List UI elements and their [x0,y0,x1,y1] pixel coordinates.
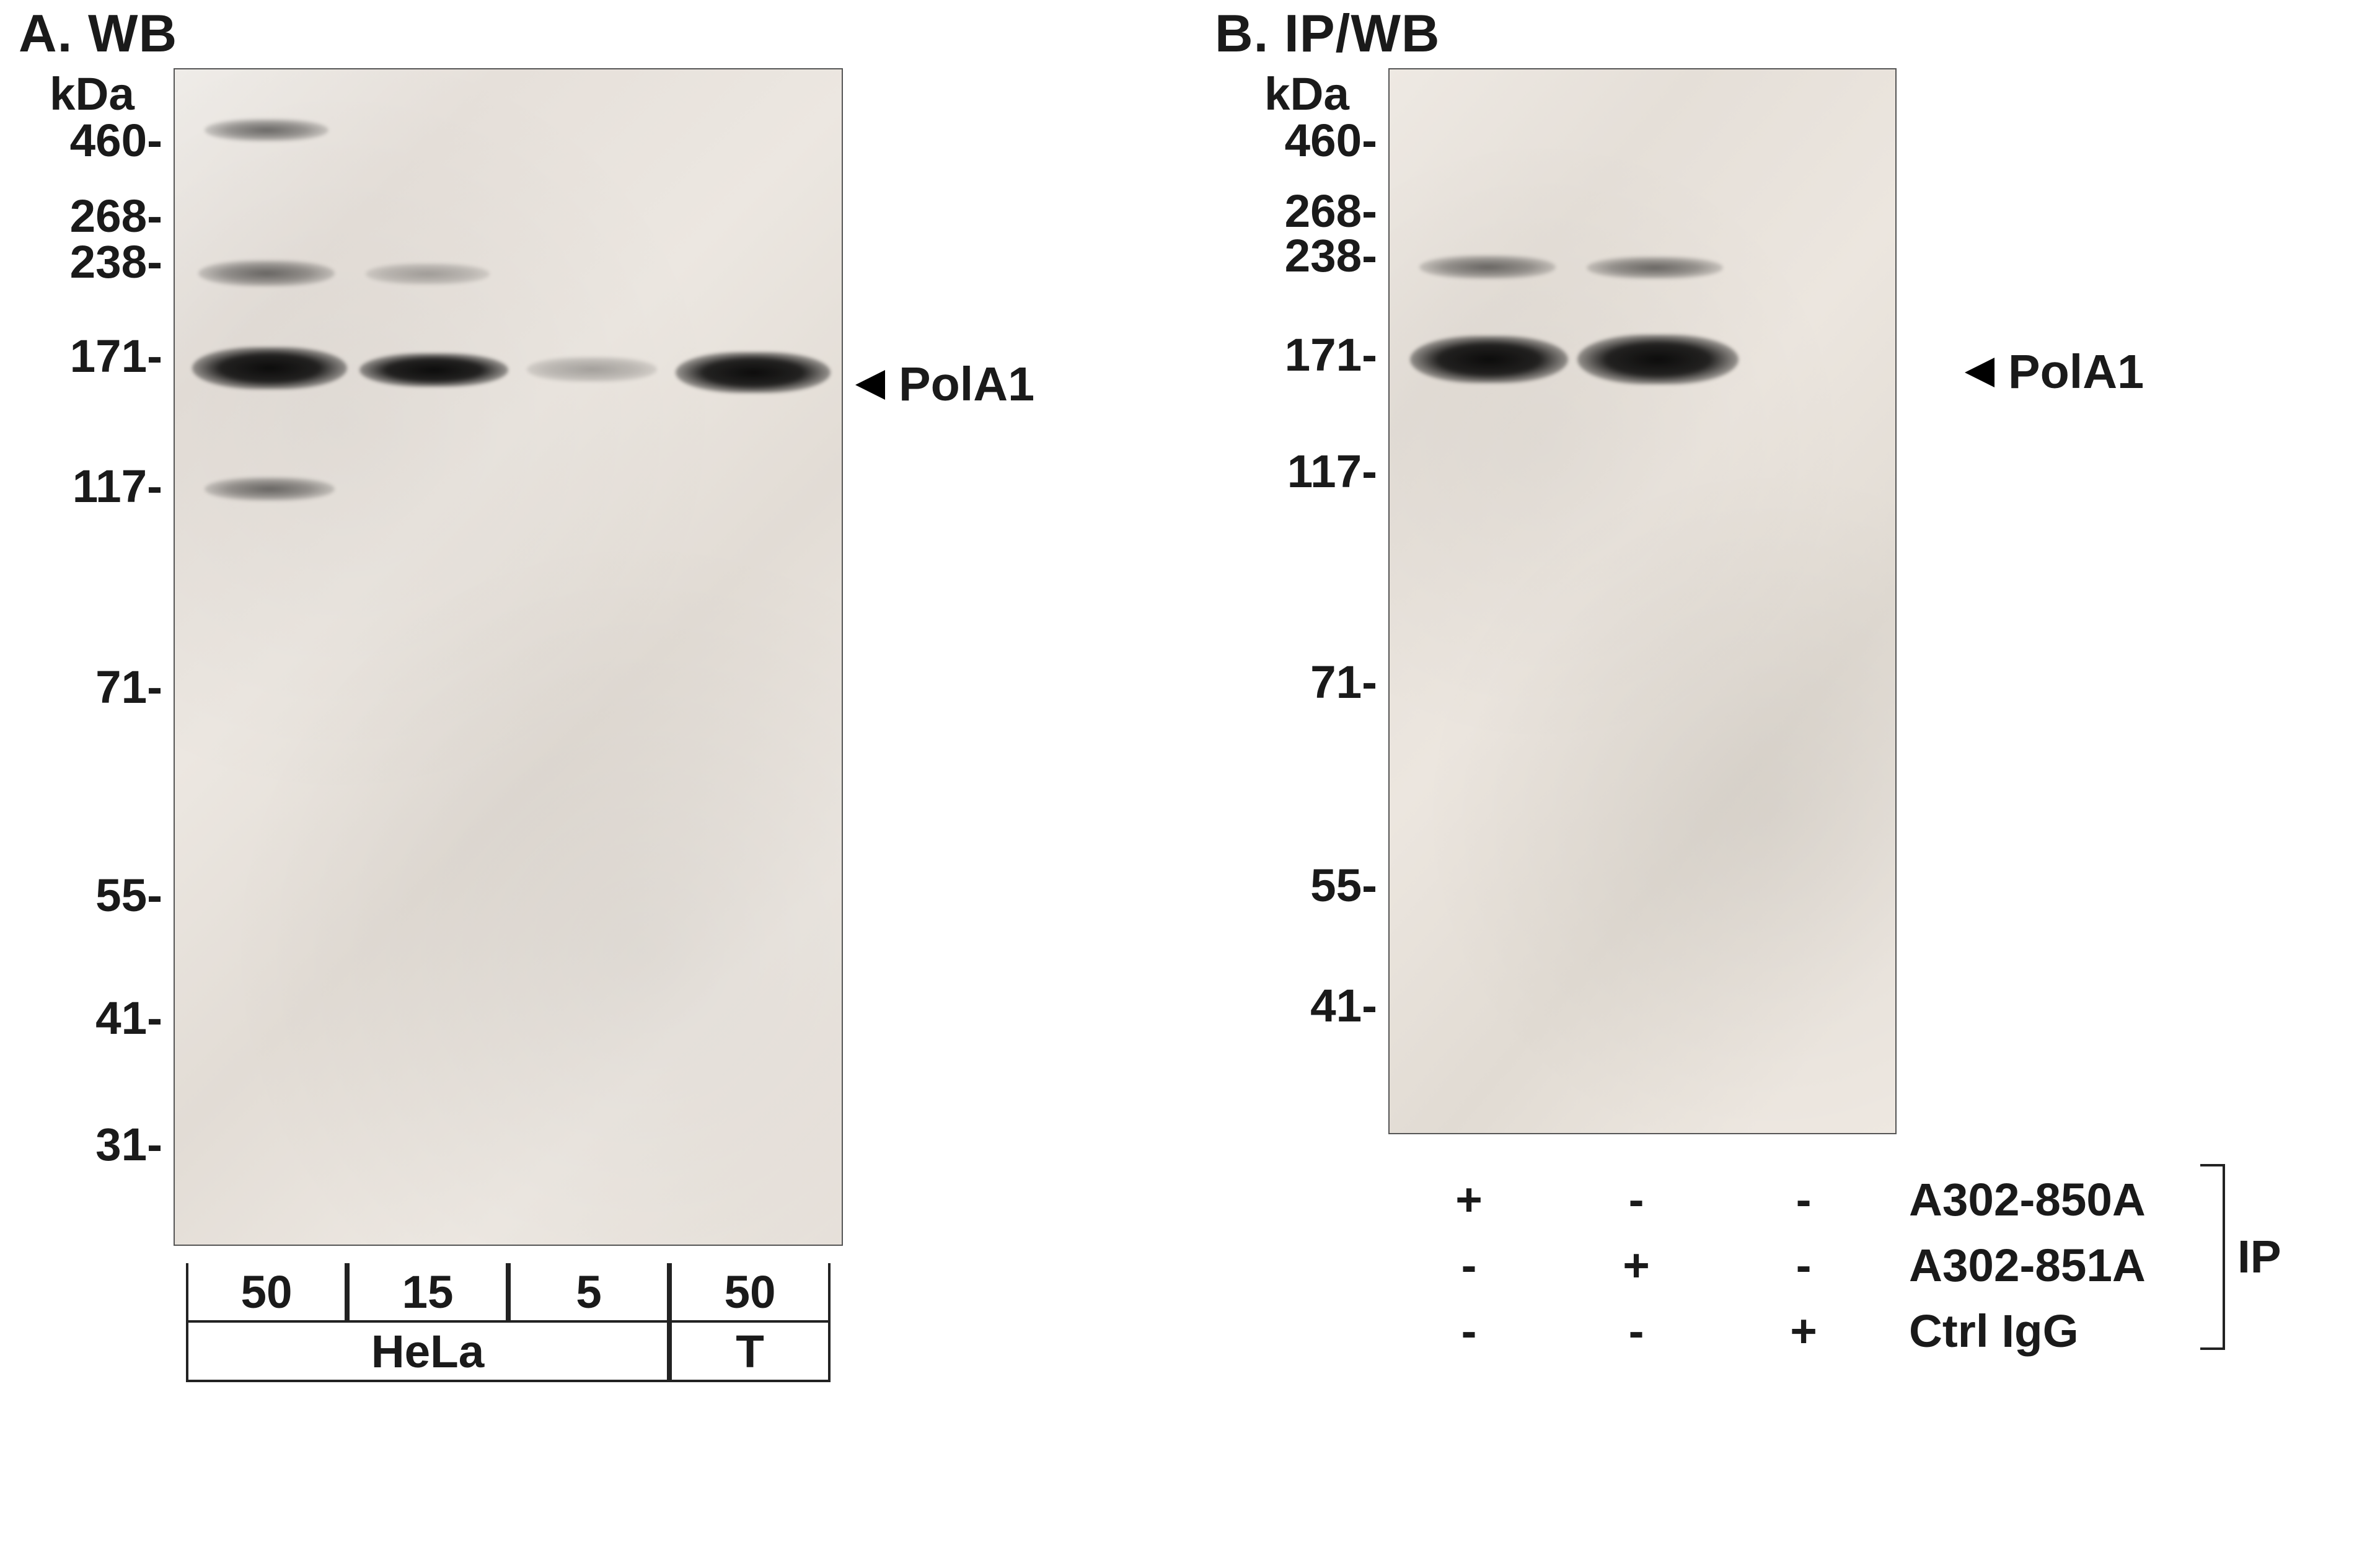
panel-a-mw-71: 71- [51,660,162,713]
ip-antibody-2: Ctrl IgG [1909,1304,2079,1357]
panel-b-protein-label: PolA1 [2008,345,2144,400]
panel-a-title: A. WB [19,4,177,64]
panel-b-mw-238: 238- [1266,229,1377,282]
ip-symbol-r2-c1: - [1618,1304,1655,1357]
panel-a-mw-117: 117- [51,459,162,513]
panel-b-blot [1388,68,1897,1134]
panel-b-kda: kDa [1264,67,1349,120]
ip-symbol-r1-c2: - [1785,1238,1822,1292]
panel-a-band-0 [205,119,328,141]
panel-a-band-7 [676,352,831,393]
panel-a-band-5 [359,353,508,387]
panel-b-band-2 [1587,257,1723,279]
panel-a-band-1 [198,260,335,286]
panel-b-title: B. IP/WB [1215,4,1440,64]
arrow-left-icon [855,370,885,400]
panel-a-arrow: PolA1 [855,357,1034,412]
panel-a-protein-label: PolA1 [899,357,1034,412]
panel-a-lane-3: 50 [669,1263,831,1323]
panel-a-mw-55: 55- [51,868,162,922]
panel-a-blot [174,68,843,1246]
panel-a-blot-texture [175,69,842,1245]
panel-a-kda: kDa [50,67,134,120]
panel-a-mw-238: 238- [51,235,162,288]
panel-b-mw-117: 117- [1266,444,1377,498]
panel-b-band-3 [1577,335,1739,384]
panel-a-lane-2: 5 [508,1263,669,1323]
ip-symbol-r0-c1: - [1618,1173,1655,1226]
panel-a-lane-0: 50 [186,1263,347,1323]
panel-a-mw-460: 460- [51,113,162,167]
panel-a-group-0: HeLa [186,1323,669,1382]
panel-b-band-0 [1419,255,1556,279]
arrow-left-icon [1965,358,1994,387]
ip-symbol-r1-c1: + [1618,1238,1655,1292]
panel-a-lane-1: 15 [347,1263,508,1323]
panel-b-mw-41: 41- [1266,979,1377,1032]
panel-b-arrow: PolA1 [1965,345,2144,400]
panel-a-band-2 [192,347,347,389]
ip-symbol-r0-c2: - [1785,1173,1822,1226]
panel-a-band-3 [205,477,335,501]
ip-brace-label: IP [2237,1230,2281,1283]
ip-antibody-0: A302-850A [1909,1173,2146,1226]
ip-brace [2200,1164,2225,1350]
panel-a-mw-171: 171- [51,329,162,382]
ip-symbol-r2-c0: - [1450,1304,1488,1357]
panel-b-mw-171: 171- [1266,328,1377,381]
ip-antibody-1: A302-851A [1909,1238,2146,1292]
panel-a-band-6 [527,357,657,382]
panel-b-mw-71: 71- [1266,655,1377,708]
panel-b-mw-460: 460- [1266,113,1377,167]
panel-b-mw-55: 55- [1266,858,1377,912]
panel-b-blot-texture [1390,69,1895,1133]
ip-symbol-r1-c0: - [1450,1238,1488,1292]
panel-a-mw-31: 31- [51,1118,162,1171]
ip-symbol-r0-c0: + [1450,1173,1488,1226]
panel-b-band-1 [1410,336,1568,383]
panel-a-band-4 [366,263,490,284]
panel-a-group-1: T [669,1323,831,1382]
ip-symbol-r2-c2: + [1785,1304,1822,1357]
panel-a-mw-41: 41- [51,991,162,1044]
